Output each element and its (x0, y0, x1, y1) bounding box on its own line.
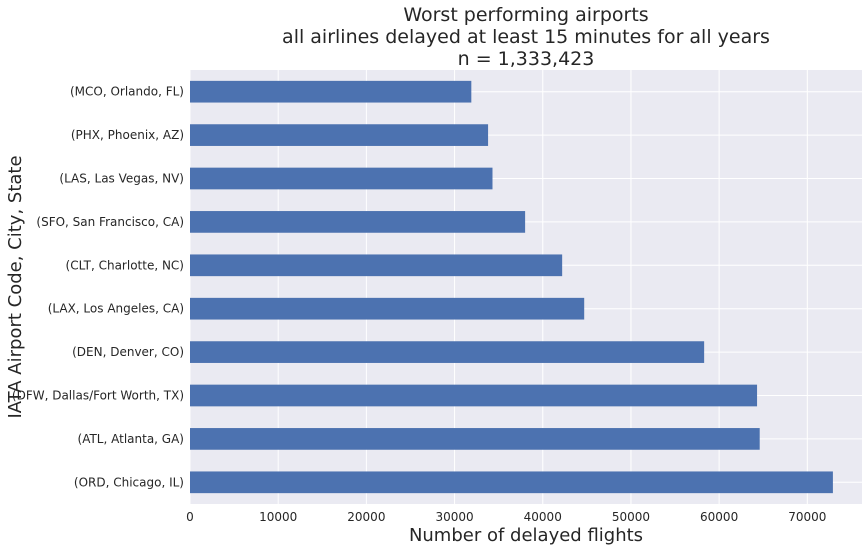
bar (190, 297, 585, 320)
x-tick-label: 70000 (788, 510, 826, 524)
x-tick-label: 30000 (435, 510, 473, 524)
bar (190, 80, 472, 103)
x-axis-label: Number of delayed flights (409, 525, 643, 546)
bars (190, 80, 833, 494)
bar (190, 254, 563, 277)
x-tick-label: 20000 (347, 510, 385, 524)
bar (190, 167, 493, 190)
y-tick-label: (ORD, Chicago, IL) (74, 475, 184, 489)
y-axis-label: IATA Airport Code, City, State (5, 155, 26, 418)
y-tick-label: (SFO, San Francisco, CA) (36, 215, 184, 229)
x-tick-label: 50000 (612, 510, 650, 524)
x-tick-label: 10000 (259, 510, 297, 524)
y-tick-label: (PHX, Phoenix, AZ) (71, 128, 184, 142)
y-tick-label: (CLT, Charlotte, NC) (66, 258, 184, 272)
chart-title-line-2: all airlines delayed at least 15 minutes… (282, 26, 770, 48)
x-tick-labels: 0 10000 20000 30000 40000 50000 60000 70000 (186, 510, 826, 524)
bar (190, 124, 489, 146)
bar (190, 341, 705, 363)
chart-title-line-3: n = 1,333,423 (458, 48, 595, 70)
y-tick-label: (DFW, Dallas/Fort Worth, TX) (12, 389, 184, 403)
x-tick-label: 60000 (700, 510, 738, 524)
y-tick-labels: (ORD, Chicago, IL) (ATL, Atlanta, GA) (DFW… (12, 85, 184, 490)
bar (190, 428, 760, 450)
y-tick-label: (LAX, Los Angeles, CA) (48, 302, 184, 316)
chart-title-line-1: Worst performing airports (403, 4, 648, 26)
bar (190, 384, 758, 407)
y-tick-label: (DEN, Denver, CO) (72, 345, 184, 359)
y-tick-label: (ATL, Atlanta, GA) (78, 432, 184, 446)
x-tick-label: 0 (186, 510, 194, 524)
bar (190, 211, 526, 233)
x-tick-label: 40000 (524, 510, 562, 524)
y-tick-label: (MCO, Orlando, FL) (70, 85, 184, 99)
y-tick-label: (LAS, Las Vegas, NV) (59, 172, 184, 186)
bar (190, 471, 833, 494)
